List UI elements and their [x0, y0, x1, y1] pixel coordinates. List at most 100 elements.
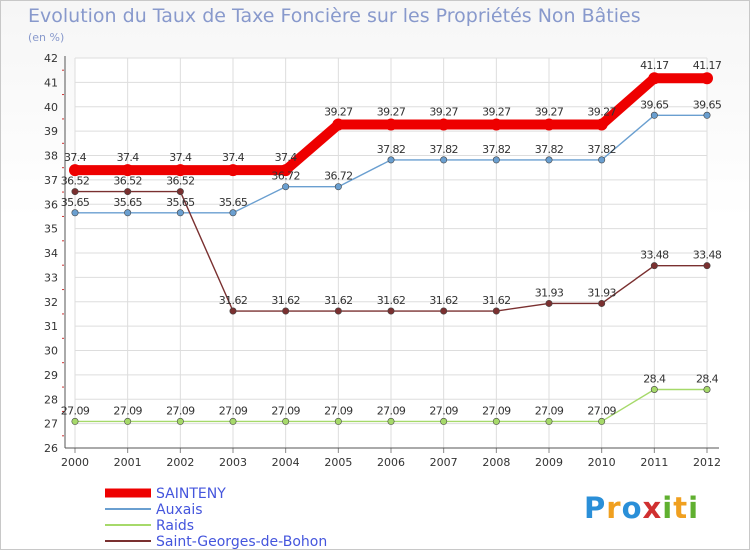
data-point [543, 118, 555, 131]
data-label: 39.27 [324, 106, 353, 119]
unit-label: (en %) [28, 31, 65, 44]
data-label: 37.82 [429, 143, 458, 156]
y-tick-label: 30 [44, 345, 58, 358]
data-point [334, 307, 342, 315]
data-point [492, 307, 500, 315]
data-point [440, 156, 448, 164]
legend-label: Saint-Georges-de-Bohon [156, 534, 327, 549]
data-point [282, 417, 290, 425]
data-label: 37.4 [222, 151, 245, 164]
legend-label: Raids [156, 518, 194, 534]
x-tick-label: 2010 [588, 456, 616, 469]
data-label: 36.72 [324, 170, 353, 183]
data-point [227, 164, 239, 177]
data-point [440, 307, 448, 315]
data-label: 31.62 [429, 294, 458, 307]
data-label: 39.65 [693, 98, 722, 111]
y-tick-label: 29 [44, 369, 58, 382]
data-label: 37.82 [535, 143, 564, 156]
x-tick-label: 2007 [430, 456, 458, 469]
data-label: 36.52 [166, 175, 195, 188]
data-label: 27.09 [61, 404, 90, 417]
y-tick-label: 42 [44, 52, 58, 65]
data-label: 27.09 [219, 404, 248, 417]
data-point [174, 164, 187, 177]
data-label: 39.27 [535, 106, 564, 119]
y-tick-label: 36 [44, 198, 58, 211]
data-label: 37.4 [169, 151, 192, 164]
proxiti-logo: Proxiti [584, 491, 699, 525]
data-label: 36.52 [61, 175, 90, 188]
x-tick-label: 2001 [114, 456, 142, 469]
data-point [598, 156, 606, 164]
data-point [598, 299, 606, 307]
y-tick-label: 37 [44, 174, 58, 187]
data-label: 37.4 [117, 151, 140, 164]
data-point [701, 72, 713, 85]
data-label: 39.27 [587, 106, 616, 119]
data-point [332, 118, 345, 131]
data-label: 36.72 [271, 170, 300, 183]
data-point [229, 417, 237, 425]
data-label: 35.65 [113, 196, 142, 209]
data-point [279, 164, 292, 177]
axes: 26 27 28 29 30 31 32 33 34 35 36 37 38 39 40 41 42 2000 20… [44, 52, 721, 469]
y-tick-label: 32 [44, 296, 58, 309]
chart-title: Evolution du Taux de Taxe Foncière sur l… [28, 5, 641, 27]
data-label: 27.09 [429, 404, 458, 417]
x-tick-label: 2011 [640, 456, 668, 469]
data-point [492, 156, 500, 164]
data-point [437, 118, 450, 131]
data-label: 27.09 [271, 404, 300, 417]
data-label: 31.62 [219, 294, 248, 307]
data-point [703, 262, 711, 270]
data-label: 33.48 [640, 249, 669, 262]
data-point [703, 111, 711, 119]
legend-label: SAINTENY [156, 486, 226, 502]
x-tick-label: 2003 [219, 456, 247, 469]
data-point [121, 164, 134, 177]
data-label: 35.65 [61, 196, 90, 209]
data-label: 35.65 [166, 196, 195, 209]
data-label: 31.93 [535, 286, 564, 299]
data-point [545, 299, 553, 307]
data-label: 27.09 [113, 404, 142, 417]
y-tick-label: 28 [44, 393, 58, 406]
data-point [440, 417, 448, 425]
data-point [176, 417, 184, 425]
y-tick-label: 41 [44, 76, 58, 89]
data-label: 37.82 [377, 143, 406, 156]
data-point [71, 188, 79, 196]
data-labels: 37.4 37.4 37.4 37.4 37.4 39.27 39.27 39.27 39.27… [61, 59, 723, 417]
data-point [648, 72, 661, 85]
data-point [176, 188, 184, 196]
y-tick-label: 26 [44, 442, 58, 455]
data-label: 27.09 [535, 404, 564, 417]
data-label: 39.27 [482, 106, 511, 119]
data-point [492, 417, 500, 425]
series [69, 72, 713, 425]
x-tick-label: 2004 [272, 456, 300, 469]
data-point [71, 417, 79, 425]
y-tick-label: 34 [44, 247, 58, 260]
data-label: 37.82 [482, 143, 511, 156]
data-label: 37.4 [64, 151, 87, 164]
data-point [545, 156, 553, 164]
data-label: 41.17 [640, 59, 669, 72]
data-label: 41.17 [693, 59, 722, 72]
data-label: 39.27 [377, 106, 406, 119]
data-label: 37.82 [587, 143, 616, 156]
data-label: 35.65 [219, 196, 248, 209]
data-point [387, 156, 395, 164]
x-tick-label: 2012 [693, 456, 721, 469]
data-point [229, 209, 237, 217]
data-label: 27.09 [324, 404, 353, 417]
x-tick-label: 2006 [377, 456, 405, 469]
logo-letter: t [673, 491, 689, 525]
data-point [598, 417, 606, 425]
data-label: 36.52 [113, 175, 142, 188]
data-label: 31.93 [587, 286, 616, 299]
x-tick-label: 2005 [324, 456, 352, 469]
data-point [176, 209, 184, 217]
logo-letter: r [606, 491, 622, 525]
